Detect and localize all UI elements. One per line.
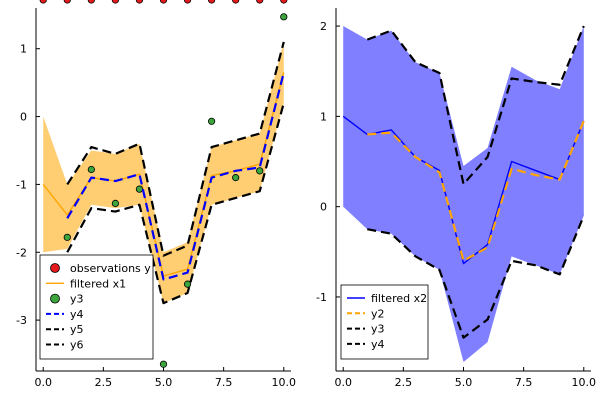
- legend-marker: [50, 293, 60, 304]
- data-point: [63, 233, 71, 241]
- data-point: [280, 0, 288, 4]
- x-tick-label: 7.5: [515, 376, 533, 389]
- legend-label: y5: [70, 323, 84, 336]
- x-tick-label: 10.0: [272, 376, 297, 389]
- y-tick-label: -1: [316, 291, 327, 304]
- data-point: [39, 0, 47, 4]
- legend-label: y2: [371, 307, 385, 320]
- data-point: [256, 0, 264, 4]
- series-line-1: [342, 115, 585, 265]
- x-tick-label: 10.0: [572, 376, 597, 389]
- y-tick-label: 1: [20, 43, 27, 56]
- data-point: [183, 0, 192, 4]
- x-tick-label: 5.0: [155, 376, 173, 389]
- data-point: [159, 360, 168, 368]
- left-subplot: 0.0 2.5 5.0 7.5 10.0 -3 -2 -1 0 1 observations y fi…: [16, 0, 296, 389]
- y-tick-label: 1: [320, 110, 327, 123]
- legend-label: y4: [70, 308, 84, 321]
- legend-label: y6: [70, 339, 84, 352]
- legend: observations y filtered x1 y3 y4 y5 y6: [39, 254, 154, 360]
- series-line-2: [367, 120, 585, 262]
- legend-label: filtered x2: [371, 292, 427, 305]
- legend-label: filtered x1: [70, 277, 126, 290]
- y-tick-label: -1: [16, 178, 27, 191]
- y-tick-label: -2: [16, 246, 27, 259]
- confidence-band: [343, 26, 584, 362]
- data-point: [208, 0, 216, 4]
- data-point: [87, 165, 95, 174]
- x-tick-label: 2.5: [95, 376, 113, 389]
- data-point: [208, 117, 216, 125]
- x-tick-label: 0.0: [34, 376, 52, 389]
- y-tick-label: -3: [16, 314, 27, 327]
- y-tick-label: 0: [320, 201, 327, 214]
- series-line-5: [66, 102, 285, 305]
- series-line-6: [66, 41, 285, 257]
- data-point: [232, 0, 240, 4]
- right-subplot: 0.0 2.5 5.0 7.5 10.0 -1 0 1 2 filtered x2 y2 y3 y4: [316, 8, 596, 389]
- data-point: [135, 0, 144, 4]
- y-tick-label: 0: [20, 111, 27, 124]
- x-tick-label: 7.5: [215, 376, 233, 389]
- legend-label: y4: [371, 338, 385, 351]
- data-point: [183, 280, 192, 288]
- data-point: [87, 0, 95, 4]
- data-point: [111, 0, 119, 4]
- data-point: [280, 13, 288, 21]
- legend-label: y3: [371, 323, 385, 336]
- data-point: [159, 0, 168, 4]
- x-tick-label: 2.5: [395, 376, 413, 389]
- series-line-4: [367, 215, 585, 339]
- data-point: [111, 199, 119, 208]
- data-point: [63, 0, 71, 4]
- data-point: [256, 167, 264, 175]
- x-tick-label: 0.0: [334, 376, 352, 389]
- legend-box: [39, 254, 154, 360]
- y-tick-label: 2: [320, 20, 327, 33]
- legend: filtered x2 y2 y3 y4: [340, 284, 429, 360]
- data-point: [232, 174, 240, 182]
- series-line-4: [66, 72, 285, 281]
- x-tick-label: 5.0: [455, 376, 473, 389]
- data-point: [135, 185, 144, 193]
- legend-label: y3: [70, 293, 84, 306]
- series-line-3: [366, 25, 585, 186]
- legend-marker: [50, 263, 60, 273]
- legend-label: observations y: [70, 262, 151, 275]
